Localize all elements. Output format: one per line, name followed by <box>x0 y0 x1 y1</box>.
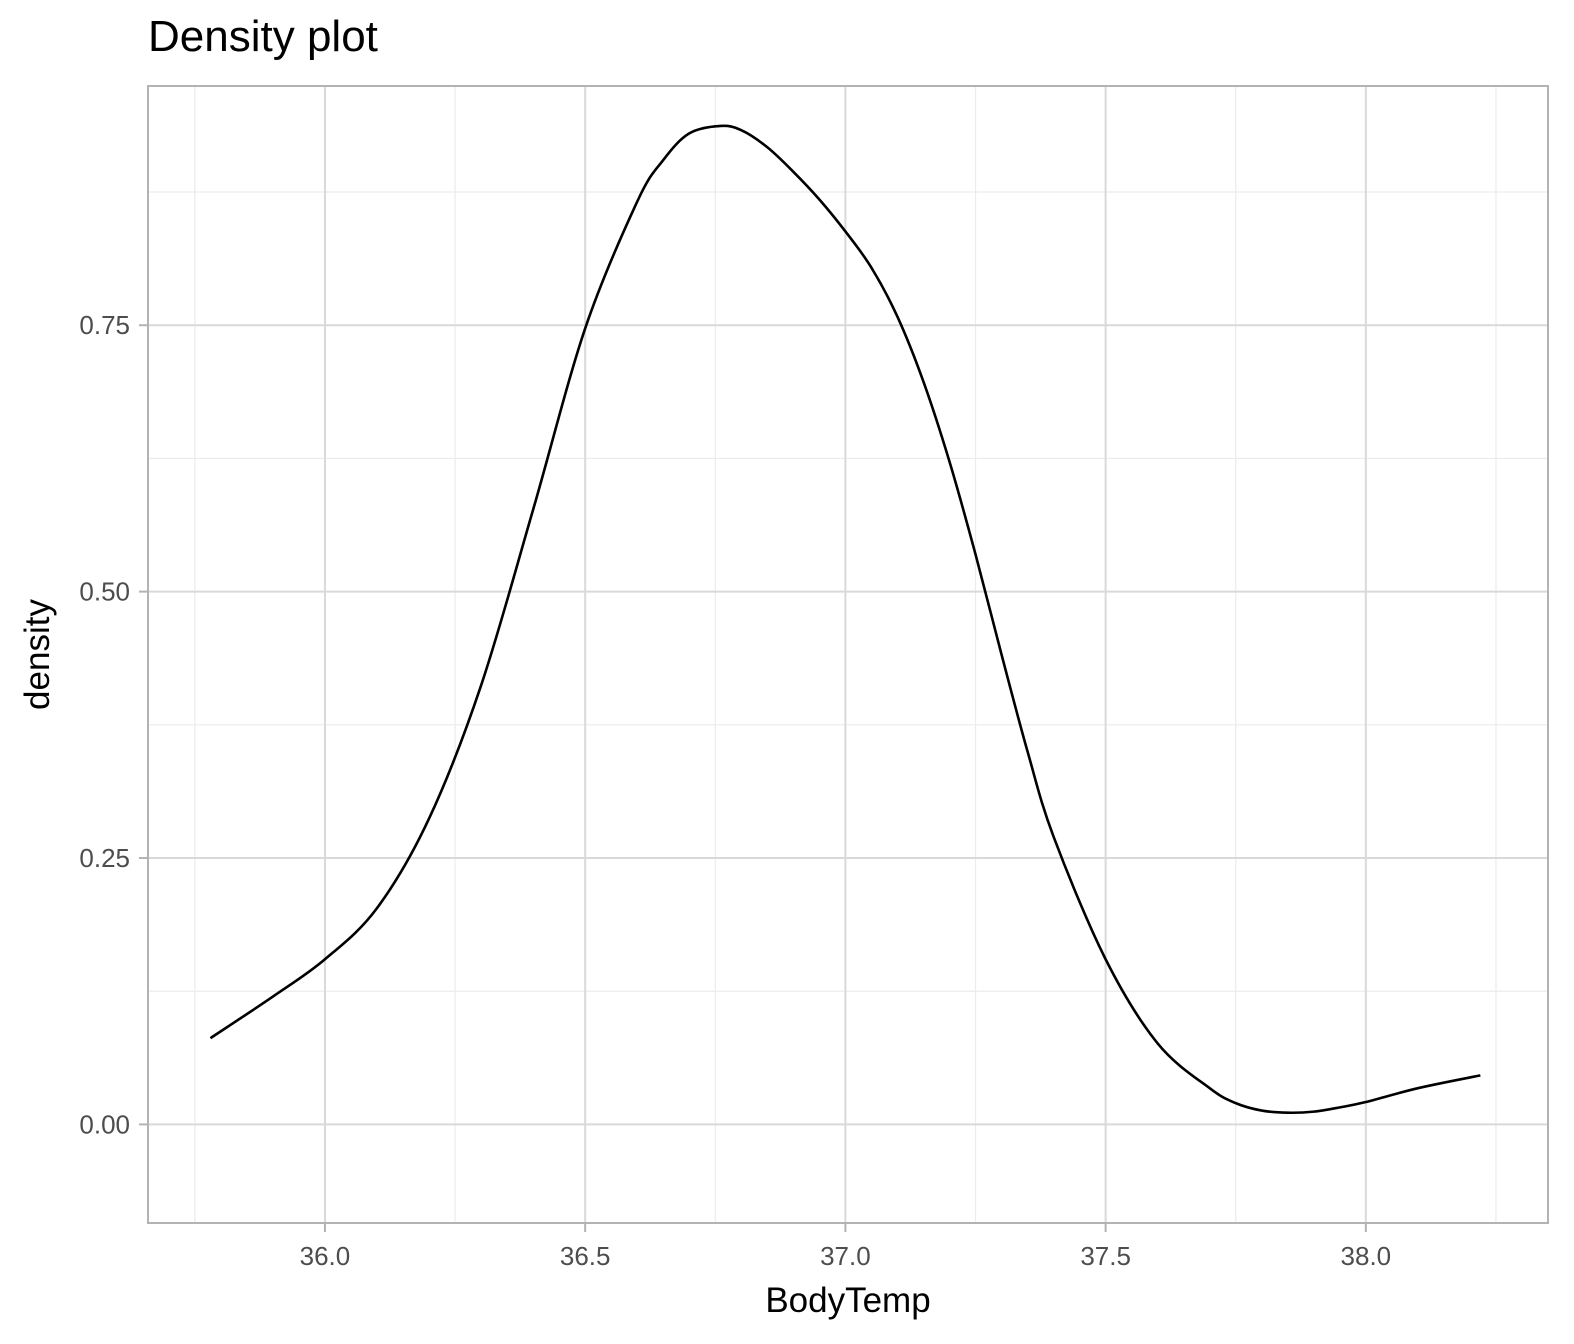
panel-border <box>147 85 1549 1224</box>
y-tick-label: 0.25 <box>79 843 130 873</box>
density-line <box>209 124 1481 1115</box>
y-tick-label: 0.75 <box>79 310 130 340</box>
axis-ticks <box>139 324 1367 1232</box>
x-axis-title: BodyTemp <box>765 1281 930 1320</box>
axis-tick-labels: 36.0 36.5 37.0 37.5 38.0 0.00 0.25 0.50 0.75 <box>79 310 1391 1271</box>
x-tick-label: 38.0 <box>1341 1241 1392 1271</box>
x-tick-label: 36.5 <box>560 1241 611 1271</box>
minor-gridlines <box>148 86 1548 1223</box>
density-series <box>209 124 1481 1115</box>
y-tick-label: 0.50 <box>79 577 130 607</box>
x-tick-label: 36.0 <box>300 1241 351 1271</box>
chart-title: Density plot <box>148 12 378 61</box>
x-tick-label: 37.0 <box>820 1241 871 1271</box>
y-tick-label: 0.00 <box>79 1109 130 1139</box>
x-tick-label: 37.5 <box>1080 1241 1131 1271</box>
y-axis-title: density <box>18 599 57 710</box>
major-gridlines <box>148 86 1548 1223</box>
